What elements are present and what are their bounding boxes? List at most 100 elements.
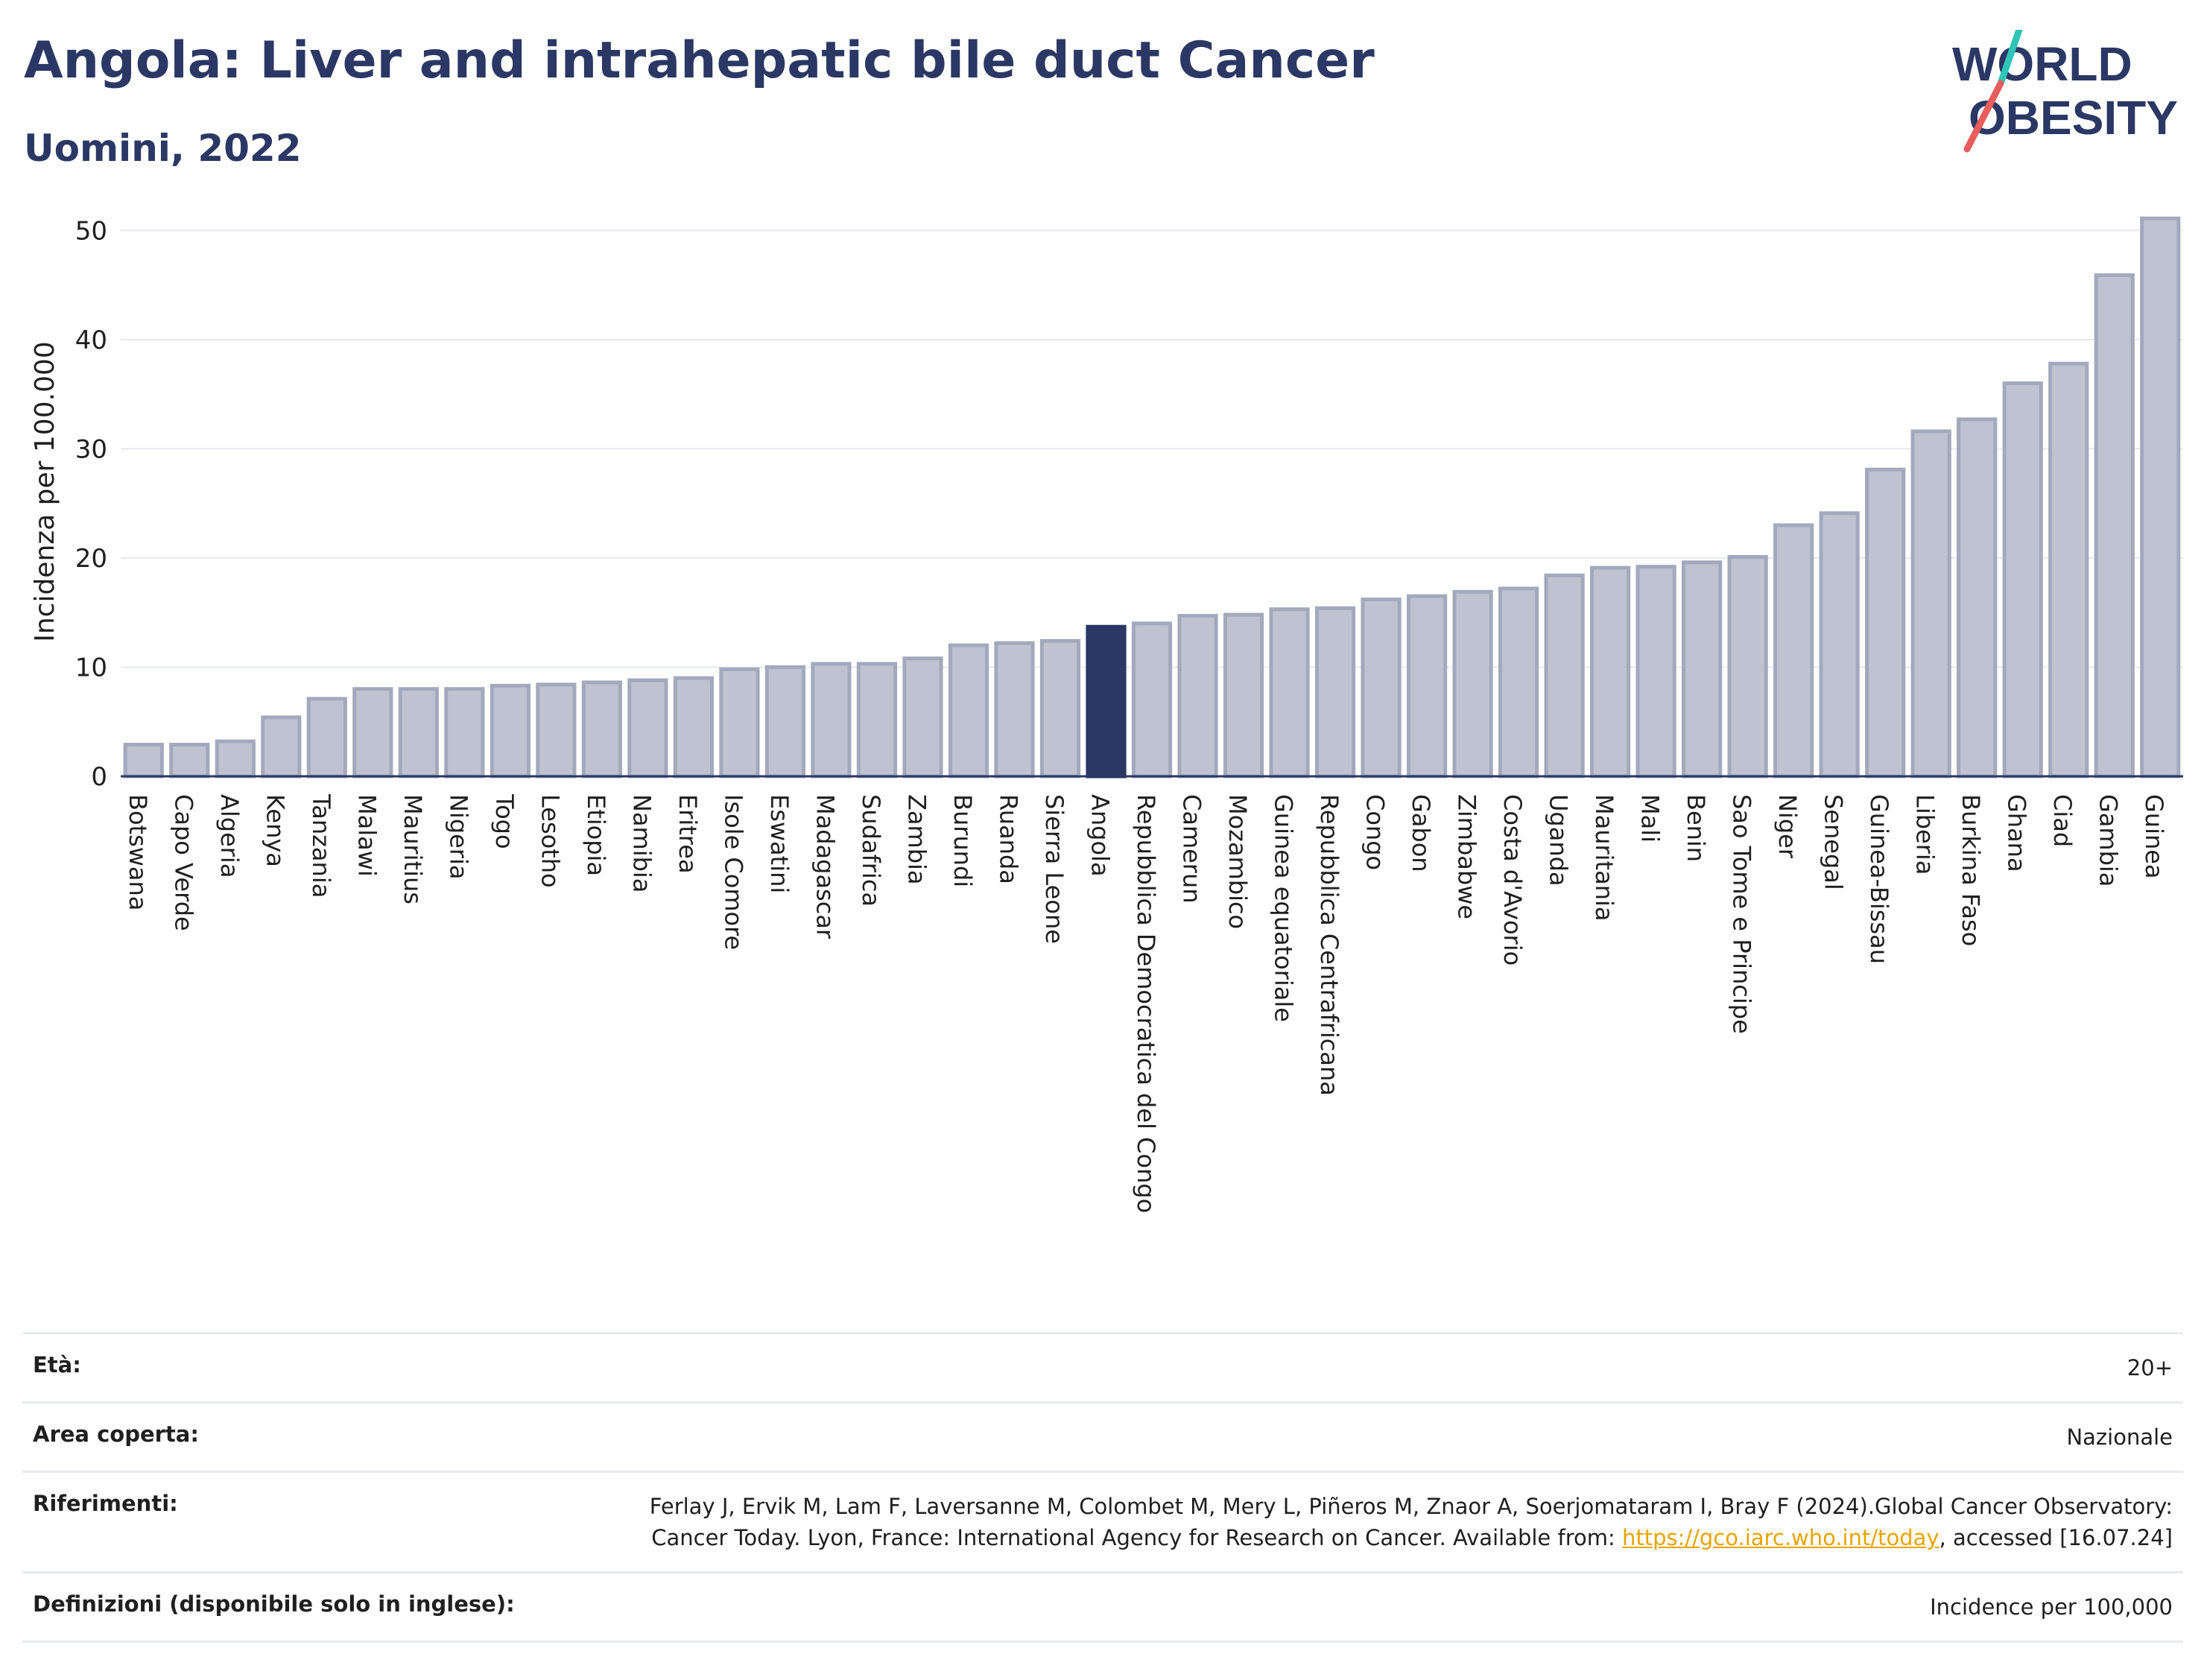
bar-uganda	[1544, 573, 1585, 779]
y-tick-label: 20	[75, 544, 107, 574]
bar-eritrea	[673, 676, 714, 779]
bar-botswana	[123, 743, 164, 779]
logo-line1: WORLD	[1952, 37, 2132, 91]
x-tick-label: Lesotho	[536, 794, 564, 888]
bar-kenya	[261, 715, 302, 779]
x-tick-label: Togo	[490, 793, 519, 849]
bar-mauritius	[398, 687, 439, 779]
logo-line2: OBESITY	[1969, 91, 2178, 145]
age-value: 20+	[2127, 1355, 2173, 1381]
x-tick-label: Sudafrica	[857, 794, 885, 907]
x-tick-label: Benin	[1682, 794, 1710, 862]
bar-ciad	[2048, 361, 2089, 779]
x-tick-label: Angola	[1086, 794, 1114, 877]
x-tick-label: Repubblica Centrafricana	[1315, 794, 1343, 1096]
x-tick-label: Camerun	[1178, 794, 1206, 904]
references-link[interactable]: https://gco.iarc.who.int/today	[1621, 1525, 1939, 1550]
x-tick-label: Senegal	[1820, 794, 1848, 890]
x-tick-label: Isole Comore	[719, 794, 747, 950]
definitions-label: Definizioni (disponibile solo in inglese…	[33, 1591, 515, 1617]
bar-mozambico	[1223, 612, 1264, 779]
definitions-value: Incidence per 100,000	[1930, 1594, 2173, 1620]
bar-sierra-leone	[1039, 638, 1081, 779]
bar-nigeria	[444, 687, 485, 779]
bars	[123, 216, 2181, 779]
x-tick-label: Tanzania	[307, 793, 335, 898]
info-row-age: Età: 20+	[22, 1334, 2183, 1404]
bar-mauritania	[1590, 565, 1631, 779]
bar-eswatini	[764, 665, 806, 779]
x-tick-label: Mauritius	[399, 794, 427, 904]
x-tick-label: Mauritania	[1590, 794, 1618, 921]
x-tick-label: Niger	[1773, 794, 1802, 859]
bar-sudafrica	[856, 662, 898, 779]
x-tick-label: Repubblica Democratica del Congo	[1132, 794, 1160, 1213]
x-tick-label: Ruanda	[994, 794, 1022, 884]
bar-zambia	[902, 656, 943, 779]
page-subtitle: Uomini, 2022	[24, 127, 302, 170]
x-tick-label: Madagascar	[811, 794, 839, 939]
y-ticks: 0 10 20 30 40 50	[75, 216, 107, 792]
bar-malawi	[352, 687, 393, 779]
x-tick-label: Kenya	[261, 794, 289, 867]
x-tick-label: Namibia	[627, 794, 656, 893]
y-tick-label: 0	[91, 762, 107, 792]
bar-guinea-bissau	[1865, 467, 1906, 779]
y-tick-label: 50	[75, 216, 107, 246]
bar-burundi	[948, 643, 989, 779]
bar-camerun	[1177, 614, 1218, 779]
x-tick-label: Costa d'Avorio	[1498, 794, 1527, 966]
bar-mali	[1635, 565, 1676, 779]
info-row-definitions: Definizioni (disponibile solo in inglese…	[22, 1573, 2183, 1643]
x-tick-label: Gabon	[1407, 794, 1435, 872]
bar-etiopia	[581, 680, 622, 779]
bar-benin	[1682, 560, 1723, 779]
x-tick-label: Guinea-Bissau	[1865, 794, 1893, 964]
x-tick-label: Algeria	[215, 794, 244, 878]
x-tick-label: Uganda	[1545, 794, 1573, 887]
bar-ruanda	[994, 641, 1035, 779]
references-label: Riferimenti:	[33, 1491, 178, 1516]
bar-togo	[490, 683, 531, 779]
references-accessed: , accessed [16.07.24]	[1939, 1525, 2173, 1550]
x-tick-label: Ciad	[2048, 794, 2077, 847]
bar-zimbabwe	[1452, 589, 1493, 779]
logo-slash-teal	[1997, 30, 2023, 87]
x-tick-label: Sierra Leone	[1040, 794, 1068, 944]
bar-lesotho	[536, 682, 577, 779]
bar-gabon	[1406, 594, 1448, 779]
x-tick-label: Burkina Faso	[1957, 794, 1985, 946]
x-tick-label: Botswana	[124, 794, 152, 910]
bar-isole-comore	[719, 667, 760, 779]
bar-niger	[1773, 523, 1814, 779]
world-obesity-logo: WORLD OBESITY	[1952, 30, 2178, 153]
age-label: Età:	[33, 1352, 81, 1378]
y-tick-label: 10	[75, 653, 107, 682]
bar-liberia	[1910, 429, 1951, 779]
bar-algeria	[215, 739, 256, 779]
x-tick-label: Malawi	[352, 794, 381, 877]
references-value: Ferlay J, Ervik M, Lam F, Laversanne M, …	[608, 1491, 2173, 1553]
bar-senegal	[1819, 511, 1860, 779]
x-tick-label: Nigeria	[444, 794, 472, 879]
x-tick-label: Zimbabwe	[1453, 794, 1481, 919]
area-value: Nazionale	[2066, 1424, 2173, 1450]
x-tick-label: Mali	[1636, 794, 1665, 843]
bar-burkina-faso	[1957, 417, 1998, 779]
x-tick-label: Ghana	[2003, 794, 2031, 872]
y-tick-label: 40	[75, 326, 107, 355]
bar-guinea	[2140, 216, 2181, 779]
bar-madagascar	[811, 662, 852, 779]
x-tick-label: Guinea	[2140, 794, 2168, 879]
x-tick-label: Guinea equatoriale	[1270, 794, 1298, 1022]
page-title: Angola: Liver and intrahepatic bile duct…	[24, 31, 1375, 90]
x-tick-label: Eswatini	[765, 794, 794, 893]
x-tick-label: Zambia	[902, 794, 931, 885]
x-tick-label: Capo Verde	[169, 794, 197, 931]
bar-guinea-equatoriale	[1269, 607, 1310, 779]
bar-ghana	[2002, 381, 2043, 779]
bar-costa-d-avorio	[1498, 586, 1539, 779]
logo-slash-red	[1963, 80, 2004, 153]
bar-gambia	[2094, 273, 2135, 779]
y-tick-label: 30	[75, 434, 107, 464]
